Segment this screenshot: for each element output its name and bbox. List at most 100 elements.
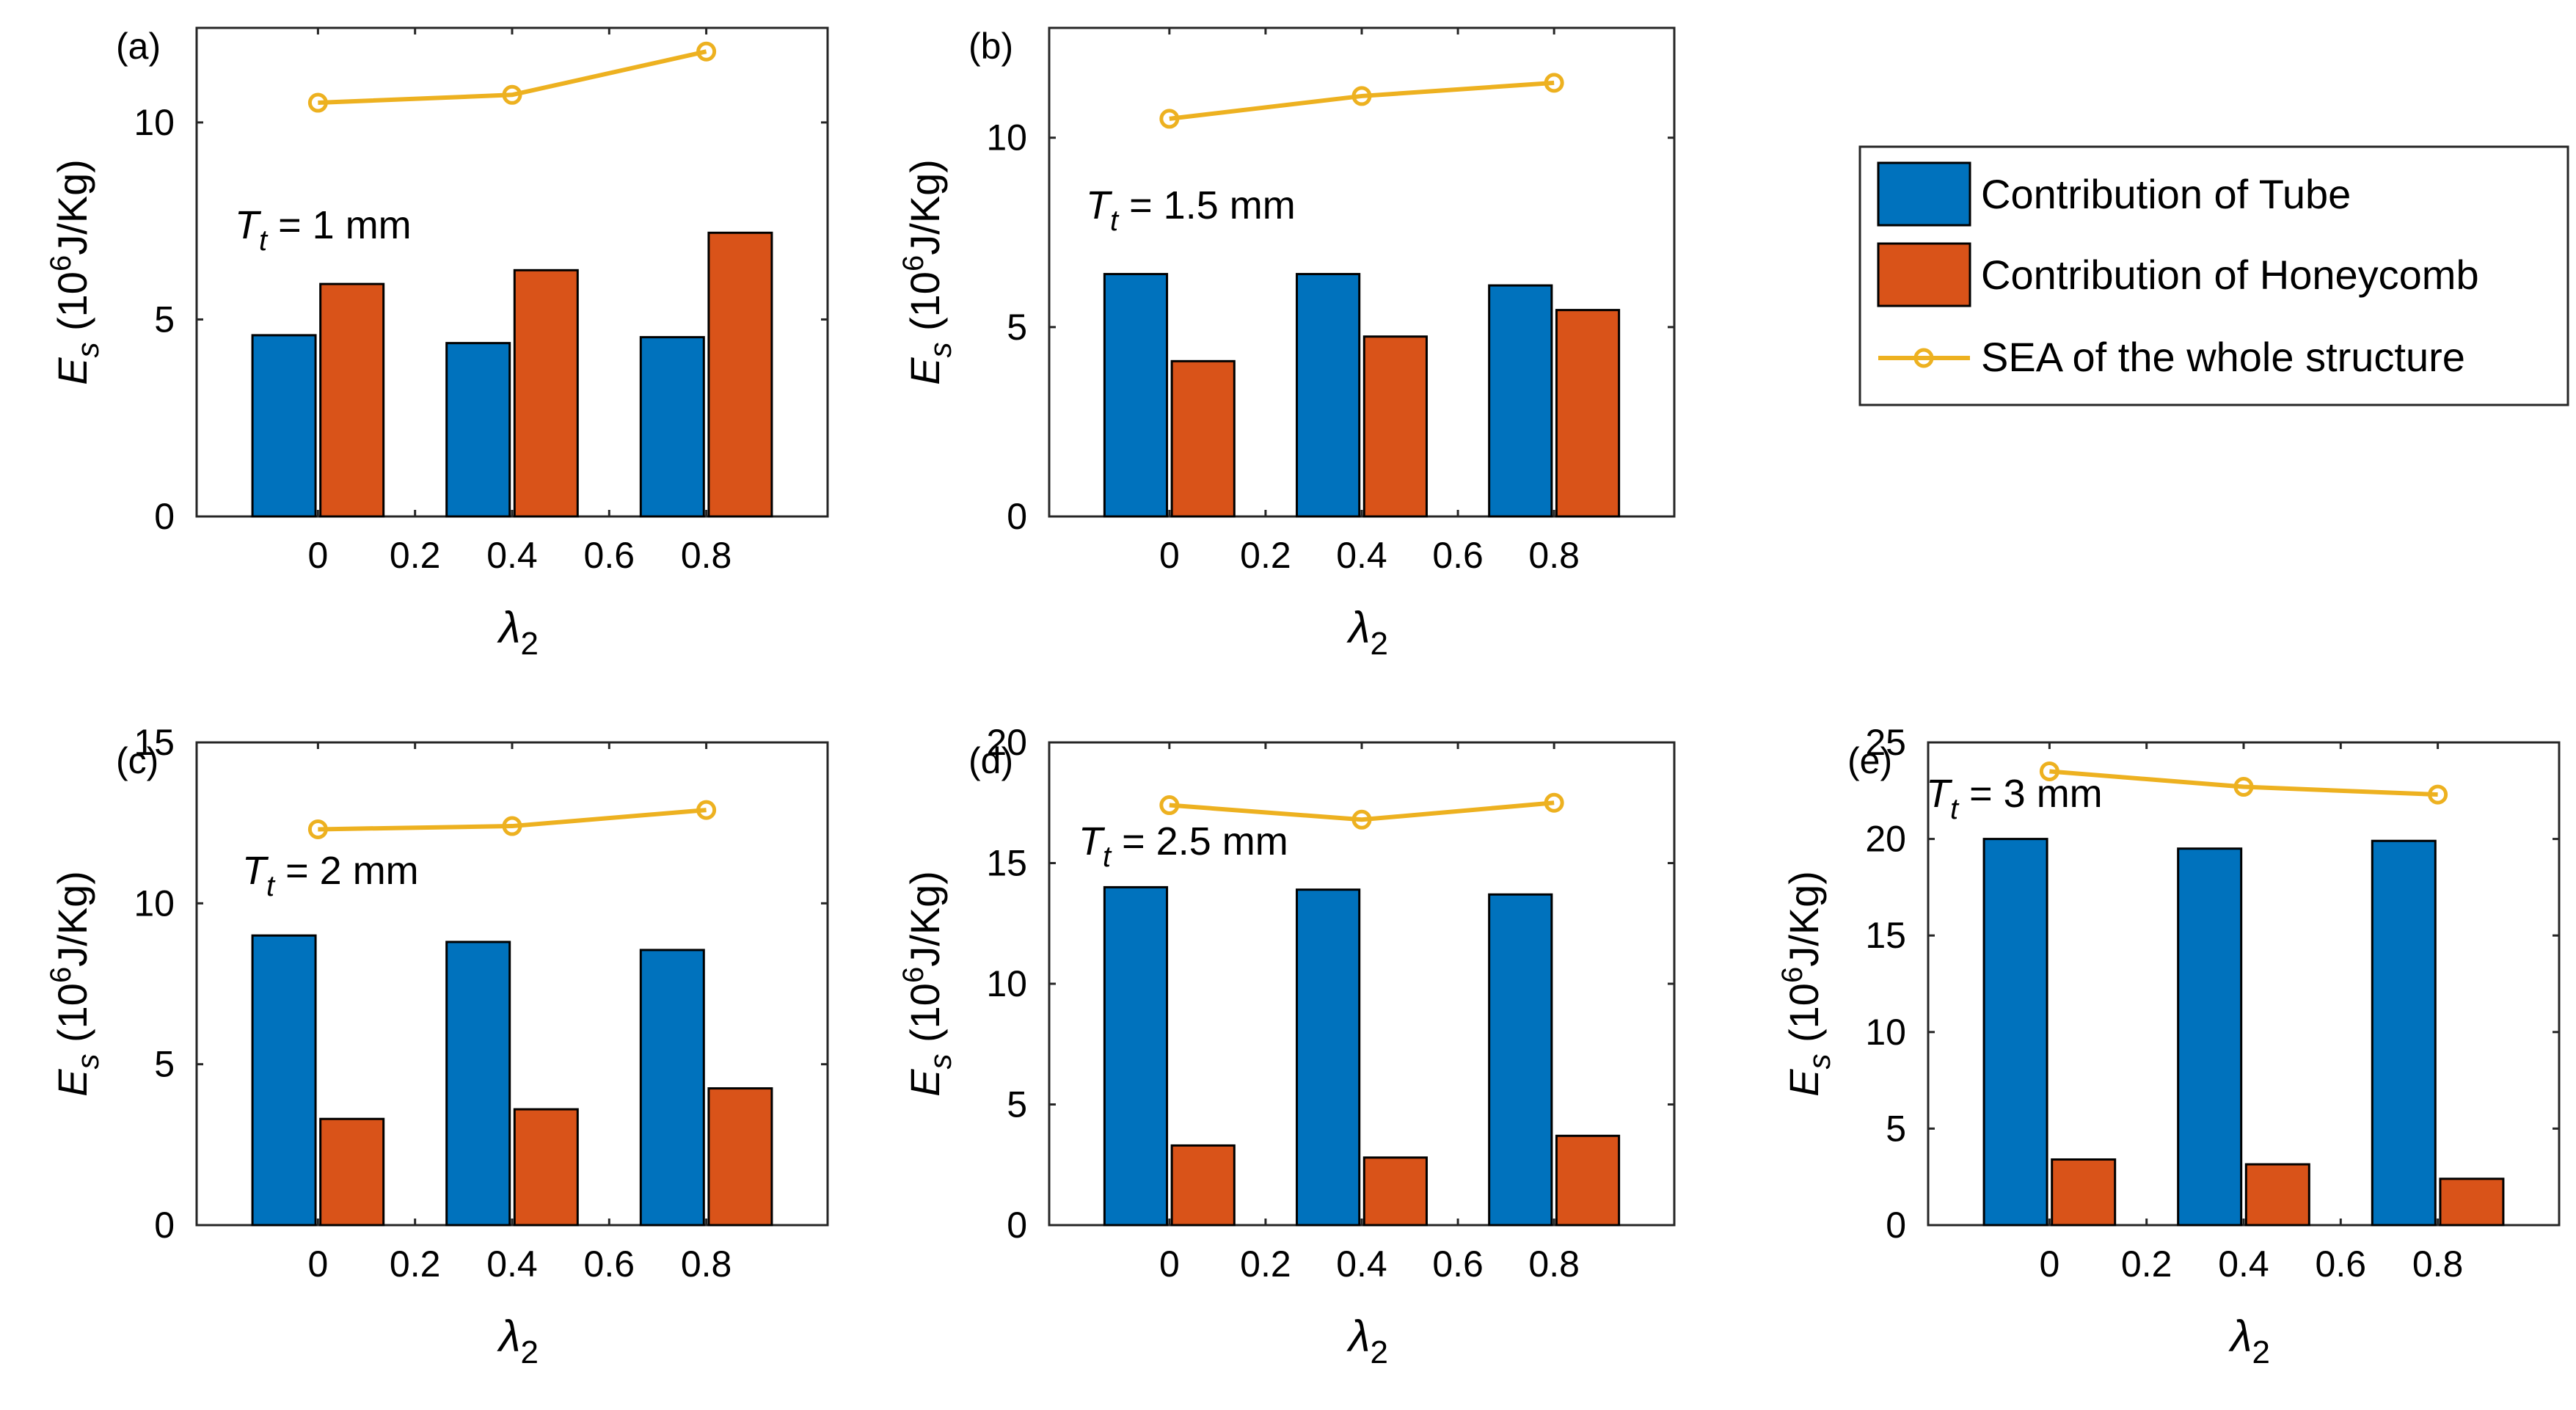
bar-honeycomb-1: [319, 282, 385, 518]
sea-line: [1169, 80, 1555, 121]
sea-line: [2049, 769, 2438, 797]
y-tick-label: 10: [986, 117, 1027, 158]
chart-panel-5: 0 0.2 0.4 0.6 0.8 0 5 10 15 20 25(e) Tt = 3 mm λ2 Es …: [1776, 722, 2561, 1370]
x-tick-label: 0.6: [2316, 1243, 2367, 1285]
annotation-subscript: t: [266, 870, 276, 902]
y-axis-unit: J/Kg): [902, 159, 948, 255]
annotation-value: = 2 mm: [274, 849, 419, 893]
sea-line: [1169, 800, 1555, 822]
sea-line: [318, 808, 707, 832]
y-axis-open: (10: [1781, 983, 1827, 1054]
sea-marker-1: [2039, 761, 2059, 781]
x-tick-label: 0.8: [1528, 535, 1580, 576]
x-tick-label: 0.2: [390, 535, 441, 576]
y-axis-subscript: s: [70, 343, 105, 358]
bar-tube-1: [1103, 885, 1169, 1227]
y-tick-label: 0: [154, 1205, 175, 1246]
x-axis-subscript: 2: [1371, 1334, 1388, 1370]
x-tick-label: 0.4: [2218, 1243, 2269, 1285]
y-tick-label: 15: [134, 722, 175, 763]
annotation-symbol: T: [1079, 819, 1106, 863]
sea-marker-3: [696, 800, 717, 820]
annotation-subscript: t: [1950, 793, 1960, 825]
bar-honeycomb-3: [1555, 1134, 1621, 1227]
y-axis-unit: J/Kg): [49, 871, 95, 967]
legend-label-sea: SEA of the whole structure: [1981, 334, 2465, 380]
sea-marker-1: [307, 92, 328, 113]
y-tick-label: 15: [986, 843, 1027, 884]
x-tick-label: 0.8: [1528, 1243, 1580, 1285]
x-axis-symbol: λ: [1346, 603, 1371, 652]
x-tick-label: 0.4: [1336, 1243, 1387, 1285]
bar-honeycomb-3: [2439, 1177, 2505, 1227]
annotation-value: = 1 mm: [267, 203, 412, 247]
y-tick-label: 10: [986, 963, 1027, 1004]
chart-panel-4: 0 0.2 0.4 0.6 0.8 0 5 10 15 20(d) Tt = 2.5 mm λ2 Es …: [897, 722, 1676, 1370]
bar-tube-2: [1296, 273, 1361, 518]
thickness-annotation: Tt = 3 mm: [1926, 772, 2103, 825]
x-tick-label: 0.2: [390, 1243, 441, 1285]
sea-line: [318, 49, 707, 106]
sea-marker-1: [1159, 795, 1180, 816]
bar-tube-1: [1103, 273, 1169, 518]
x-tick-label: 0.6: [1432, 535, 1484, 576]
y-tick-label: 5: [154, 1044, 175, 1085]
x-tick-label: 0.2: [2121, 1243, 2172, 1285]
annotation-value: = 2.5 mm: [1111, 819, 1288, 863]
sea-marker-2: [502, 816, 522, 836]
sea-marker-2: [1351, 86, 1372, 106]
y-axis-unit: J/Kg): [902, 871, 948, 967]
y-tick-label: 0: [1007, 1205, 1027, 1246]
y-axis-label: Es (106J/Kg): [897, 871, 957, 1097]
bar-honeycomb-1: [319, 1117, 385, 1227]
sea-marker-1: [307, 819, 328, 839]
sea-marker-1: [1159, 109, 1180, 129]
annotation-value: = 1.5 mm: [1118, 183, 1296, 227]
annotation-symbol: T: [1086, 183, 1113, 227]
thickness-annotation: Tt = 1.5 mm: [1086, 183, 1296, 237]
bar-tube-3: [639, 949, 705, 1227]
y-tick-label: 0: [1007, 496, 1027, 537]
bar-honeycomb-1: [2051, 1158, 2117, 1227]
x-tick-label: 0.8: [681, 1243, 732, 1285]
x-tick-label: 0: [307, 535, 328, 576]
x-axis-symbol: λ: [497, 603, 521, 652]
bar-tube-2: [1296, 888, 1361, 1227]
y-axis-exponent: 6: [897, 255, 930, 271]
y-tick-label: 10: [134, 883, 175, 924]
thickness-annotation: Tt = 2.5 mm: [1079, 819, 1288, 873]
y-axis-exponent: 6: [45, 255, 77, 271]
y-axis-unit: J/Kg): [1781, 871, 1827, 967]
thickness-annotation: Tt = 1 mm: [235, 203, 412, 257]
x-tick-label: 0.2: [1240, 535, 1291, 576]
bar-tube-3: [1488, 893, 1553, 1227]
x-tick-label: 0.6: [584, 1243, 635, 1285]
bar-honeycomb-3: [707, 1087, 773, 1227]
x-tick-label: 0: [1159, 535, 1180, 576]
annotation-symbol: T: [242, 849, 269, 893]
y-axis-label: Es (106J/Kg): [45, 159, 105, 385]
x-tick-label: 0.8: [681, 535, 732, 576]
x-axis-label: λ2: [2228, 1312, 2270, 1370]
bar-honeycomb-2: [513, 269, 579, 518]
y-tick-label: 5: [1007, 307, 1027, 348]
y-axis-subscript: s: [70, 1054, 105, 1070]
bar-tube-2: [445, 940, 511, 1227]
bar-tube-2: [445, 342, 511, 518]
x-tick-label: 0.8: [2412, 1243, 2464, 1285]
x-tick-label: 0.4: [486, 535, 538, 576]
bar-honeycomb-3: [1555, 309, 1621, 518]
y-tick-label: 25: [1865, 722, 1906, 763]
sea-marker-2: [1351, 809, 1372, 830]
sea-marker-3: [1544, 792, 1564, 813]
chart-panel-1: 0 0.2 0.4 0.6 0.8 0 5 10 (a) Tt = 1 mm λ2 Es (106J/…: [45, 26, 829, 662]
x-axis-symbol: λ: [497, 1312, 521, 1361]
chart-panel-3: 0 0.2 0.4 0.6 0.8 0 5 10 15(c) Tt = 2 mm λ2 Es (106…: [45, 722, 829, 1370]
y-axis-label: Es (106J/Kg): [1776, 871, 1836, 1097]
sea-marker-2: [2233, 777, 2254, 797]
x-tick-label: 0: [307, 1243, 328, 1285]
y-axis-exponent: 6: [897, 967, 930, 983]
x-axis-subscript: 2: [521, 626, 539, 662]
legend: Contribution of Tube Contribution of Hon…: [1858, 145, 2569, 406]
x-tick-label: 0: [2039, 1243, 2059, 1285]
